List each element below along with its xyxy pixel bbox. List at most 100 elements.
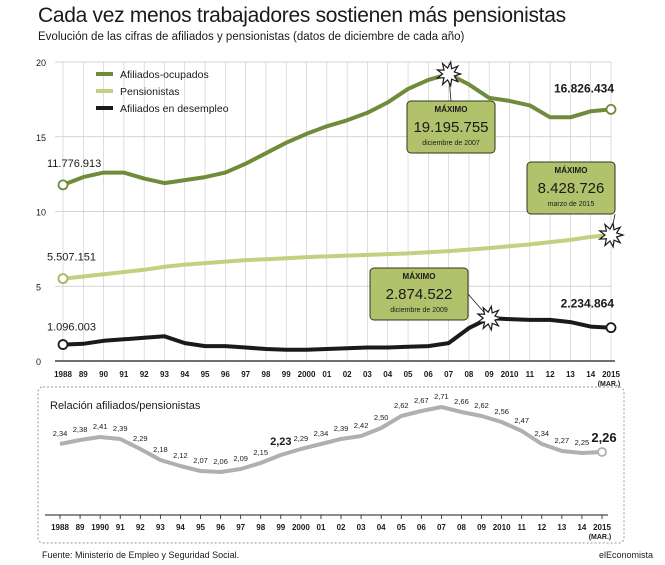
ratio-x-tick-label: 96 [216,523,225,532]
ratio-data-label: 2,23 [270,436,291,448]
callout-header: MÁXIMO [435,105,468,114]
x-tick-label: 93 [160,370,169,379]
ratio-x-tick-label: 08 [457,523,466,532]
ratio-data-label: 2,42 [354,421,369,430]
chart-subtitle: Evolución de las cifras de afiliados y p… [38,31,465,43]
ratio-data-label: 2,06 [213,457,228,466]
x-tick-label: 05 [404,370,413,379]
series-line-afiliados [62,72,612,187]
x-tick-label: 2010 [501,370,519,379]
ratio-x-tick-label: 03 [357,523,366,532]
ratio-x-tick-label: 2000 [292,523,310,532]
ratio-x-tick-label: 94 [176,523,185,532]
series-endpoint-afiliados [605,103,617,115]
ratio-x-tick-label: 14 [577,523,586,532]
x-tick-label: 98 [262,370,271,379]
series-line-desempleo [62,316,612,352]
ratio-data-label: 2,27 [555,436,570,445]
brand-label: elEconomista [598,550,653,560]
ratio-series-line [59,405,603,474]
ratio-x-tick-label: 97 [236,523,245,532]
ratio-x-tick-label: 98 [256,523,265,532]
ratio-x-tick-label: 07 [437,523,446,532]
legend-label-desempleo: Afiliados en desempleo [120,103,229,115]
value-label-desempleo-end: 2.234.864 [561,297,615,311]
y-tick-label: 10 [36,208,46,218]
x-tick-label: 94 [180,370,189,379]
ratio-data-label: 2,12 [173,451,188,460]
x-tick-label: 13 [566,370,575,379]
ratio-data-label: 2,56 [494,407,509,416]
legend-label-afiliados: Afiliados-ocupados [120,69,209,81]
value-label-desempleo-start: 1.096.003 [47,322,96,334]
callout-box [526,161,616,215]
max-burst-marker [597,221,625,249]
x-tick-label: 09 [485,370,494,379]
ratio-x-tick-label: 04 [377,523,386,532]
value-label-pensionistas-start: 5.507.151 [47,252,96,264]
ratio-data-label: 2,39 [334,424,349,433]
x-tick-label: 11 [526,370,535,379]
ratio-x-tick-label: 1990 [91,523,109,532]
ratio-data-label: 2,26 [591,430,616,445]
source-note: Fuente: Ministerio de Empleo y Seguridad… [42,550,240,560]
callout-value: 19.195.755 [413,119,488,136]
x-tick-label: 92 [140,370,149,379]
ratio-x-tick-label: 01 [317,523,326,532]
y-tick-label: 20 [36,58,46,68]
ratio-data-label: 2,25 [575,438,590,447]
ratio-x-tick-label: 1988 [51,523,69,532]
ratio-x-tick-label: 02 [337,523,346,532]
chart-title: Cada vez menos trabajadores sostienen má… [38,4,566,27]
ratio-x-tick-label: 05 [397,523,406,532]
ratio-x-tick-label: 09 [477,523,486,532]
ratio-x-tick-label: 2010 [493,523,511,532]
y-tick-label: 5 [36,282,41,292]
ratio-panel-border [37,386,625,544]
ratio-data-label: 2,38 [73,425,88,434]
x-tick-label: 01 [322,370,331,379]
x-tick-label: 91 [119,370,128,379]
x-tick-label: 07 [444,370,453,379]
callout-date: diciembre de 2009 [390,307,448,314]
callout-date: marzo de 2015 [548,201,595,208]
ratio-x-tick-label: 12 [537,523,546,532]
ratio-x-tick-label: 95 [196,523,205,532]
x-tick-label: 14 [586,370,595,379]
ratio-data-label: 2,66 [454,397,469,406]
ratio-data-label: 2,71 [434,392,449,401]
ratio-data-label: 2,62 [394,401,409,410]
ratio-x-tick-label: 92 [136,523,145,532]
x-tick-label: 99 [282,370,291,379]
callout-date: diciembre de 2007 [422,140,480,147]
ratio-data-label: 2,67 [414,396,429,405]
ratio-x-tick-label: 91 [116,523,125,532]
x-tick-label: 08 [464,370,473,379]
ratio-x-tick-label: 13 [557,523,566,532]
legend-label-pensionistas: Pensionistas [120,86,180,98]
x-tick-label: 90 [99,370,108,379]
y-tick-label: 15 [36,133,46,143]
ratio-x-tick-label: 2015 [593,523,611,532]
max-burst-marker [435,60,463,88]
y-tick-label: 0 [36,357,41,367]
ratio-endpoint [597,447,607,457]
ratio-x-extra-label: (MAR.) [589,534,612,541]
ratio-data-label: 2,50 [374,413,389,422]
x-tick-label: 02 [343,370,352,379]
ratio-data-label: 2,09 [233,454,248,463]
x-tick-label: 96 [221,370,230,379]
ratio-data-label: 2,62 [474,401,489,410]
series-endpoint-desempleo [57,339,69,350]
callout-value: 2.874.522 [386,286,453,303]
ratio-data-label: 2,18 [153,445,168,454]
ratio-panel-title: Relación afiliados/pensionistas [50,400,201,412]
ratio-data-label: 2,34 [534,429,549,438]
x-tick-label: 04 [383,370,392,379]
callout-value: 8.428.726 [538,180,605,197]
x-extra-label: (MAR.) [598,381,621,388]
ratio-data-label: 2,47 [514,416,529,425]
series-endpoint-desempleo [605,322,617,334]
ratio-x-tick-label: 99 [276,523,285,532]
